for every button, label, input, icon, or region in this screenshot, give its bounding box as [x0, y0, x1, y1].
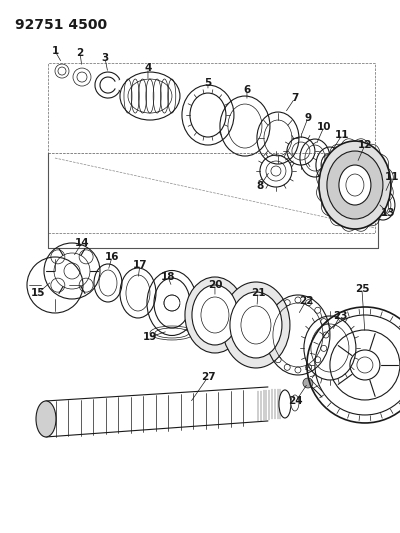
Text: 19: 19	[143, 332, 157, 342]
Text: 9: 9	[304, 113, 312, 123]
Text: 17: 17	[133, 260, 147, 270]
Text: 22: 22	[299, 296, 313, 306]
Ellipse shape	[185, 277, 245, 353]
Text: 1: 1	[51, 46, 59, 56]
Text: 23: 23	[333, 311, 347, 321]
Text: 11: 11	[335, 130, 349, 140]
Text: 92751 4500: 92751 4500	[15, 18, 107, 32]
Ellipse shape	[241, 306, 271, 344]
Ellipse shape	[201, 297, 229, 333]
Text: 3: 3	[101, 53, 109, 63]
Text: 24: 24	[289, 396, 303, 406]
Text: 11: 11	[385, 172, 399, 182]
Text: 20: 20	[208, 280, 222, 290]
Text: 18: 18	[161, 272, 175, 282]
Text: 15: 15	[31, 288, 45, 298]
Ellipse shape	[279, 390, 291, 418]
Ellipse shape	[192, 285, 238, 345]
Text: 12: 12	[358, 140, 372, 150]
Text: 25: 25	[355, 284, 369, 294]
Text: 8: 8	[256, 181, 264, 191]
Text: 5: 5	[204, 78, 212, 88]
Text: 14: 14	[75, 238, 89, 248]
Text: 16: 16	[105, 252, 119, 262]
Text: 4: 4	[144, 63, 152, 73]
Text: 10: 10	[317, 122, 331, 132]
Ellipse shape	[291, 395, 299, 411]
Text: 2: 2	[76, 48, 84, 58]
Text: 13: 13	[381, 208, 395, 218]
Ellipse shape	[327, 151, 383, 219]
Ellipse shape	[222, 282, 290, 368]
Text: 27: 27	[201, 372, 215, 382]
Ellipse shape	[230, 292, 282, 358]
Ellipse shape	[319, 141, 391, 229]
Ellipse shape	[339, 165, 371, 205]
Text: 7: 7	[291, 93, 299, 103]
Text: 6: 6	[243, 85, 250, 95]
Text: 21: 21	[251, 288, 265, 298]
Ellipse shape	[36, 401, 56, 437]
Ellipse shape	[346, 174, 364, 196]
Circle shape	[303, 378, 313, 388]
